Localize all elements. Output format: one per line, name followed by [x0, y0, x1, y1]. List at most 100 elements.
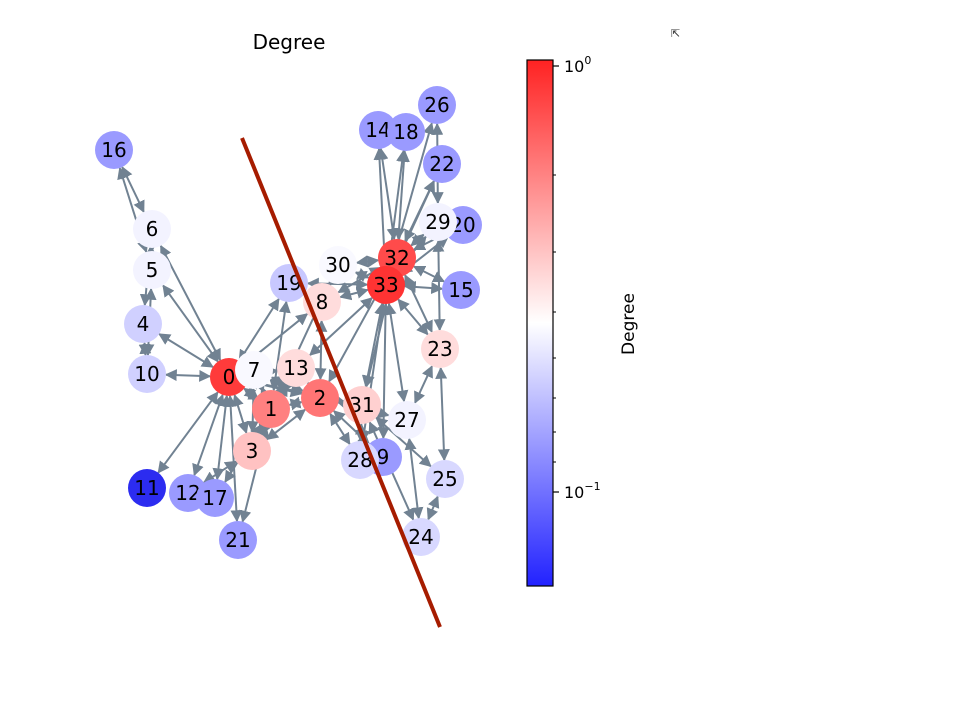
edge-23-33 [397, 298, 429, 336]
colorbar-gradient [526, 59, 554, 587]
node-11: 11 [128, 469, 166, 507]
node-15: 15 [442, 271, 480, 309]
node-label: 21 [225, 528, 250, 552]
node-circle [277, 349, 315, 387]
node-circle [423, 145, 461, 183]
edge-0-3 [232, 393, 249, 435]
node-label: 0 [223, 365, 236, 389]
node-label: 3 [246, 439, 259, 463]
colorbar: 100 10−1 Degree [526, 54, 639, 587]
colorbar-label: Degree [619, 293, 639, 355]
node-label: 22 [429, 152, 454, 176]
edge-23-25 [435, 366, 450, 462]
node-29: 29 [419, 203, 457, 241]
node-circle [367, 266, 405, 304]
node-circle [402, 518, 440, 556]
plot-title: Degree [253, 30, 326, 54]
node-label: 16 [101, 138, 126, 162]
node-label: 6 [146, 217, 159, 241]
node-circle [252, 390, 290, 428]
node-label: 1 [265, 397, 278, 421]
node-circle [426, 460, 464, 498]
node-18: 18 [387, 113, 425, 151]
node-4: 4 [124, 305, 162, 343]
node-16: 16 [95, 131, 133, 169]
edge-0-4 [158, 333, 214, 368]
node-21: 21 [219, 521, 257, 559]
node-label: 15 [448, 278, 473, 302]
edge-8-33 [339, 286, 369, 301]
node-26: 26 [418, 86, 456, 124]
node-27: 27 [388, 401, 426, 439]
node-circle [95, 131, 133, 169]
edge-0-6 [159, 244, 222, 362]
node-circle [233, 432, 271, 470]
node-circle [387, 113, 425, 151]
node-label: 4 [137, 312, 150, 336]
node-13: 13 [277, 349, 315, 387]
node-3: 3 [233, 432, 271, 470]
node-circle [196, 479, 234, 517]
node-circle [133, 251, 171, 289]
node-circle [219, 521, 257, 559]
node-circle [442, 271, 480, 309]
node-circle [133, 210, 171, 248]
node-circle [421, 330, 459, 368]
node-6: 6 [133, 210, 171, 248]
node-label: 29 [425, 210, 450, 234]
node-label: 13 [283, 356, 308, 380]
node-label: 32 [384, 246, 409, 270]
node-22: 22 [423, 145, 461, 183]
node-circle [419, 203, 457, 241]
node-7: 7 [235, 351, 273, 389]
node-23: 23 [421, 330, 459, 368]
node-circle [418, 86, 456, 124]
node-label: 14 [365, 118, 390, 142]
overlay-red-line [240, 137, 442, 628]
node-label: 25 [432, 467, 457, 491]
edge-0-10 [164, 369, 212, 382]
node-label: 11 [134, 476, 159, 500]
node-24: 24 [402, 518, 440, 556]
node-17: 17 [196, 479, 234, 517]
node-circle [235, 351, 273, 389]
node-25: 25 [426, 460, 464, 498]
node-label: 23 [427, 337, 452, 361]
node-label: 27 [394, 408, 419, 432]
edge-6-16 [121, 166, 145, 213]
node-circle [124, 305, 162, 343]
node-label: 33 [373, 273, 398, 297]
node-circle [388, 401, 426, 439]
edge-24-25 [426, 495, 440, 521]
colorbar-tick-label-low: 10−1 [564, 480, 601, 502]
expand-icon[interactable]: ⇱ [671, 27, 680, 40]
edge-1-2 [288, 396, 303, 411]
node-1: 1 [252, 390, 290, 428]
edge-23-29 [432, 239, 446, 332]
node-33: 33 [367, 266, 405, 304]
edge-1-7 [253, 379, 272, 400]
node-circle [359, 111, 397, 149]
colorbar-tick-label-top: 100 [564, 54, 591, 76]
edge-0-5 [162, 284, 219, 363]
node-circle [128, 355, 166, 393]
node-label: 26 [424, 93, 449, 117]
edge-4-10 [138, 341, 152, 357]
node-5: 5 [133, 251, 171, 289]
node-label: 18 [393, 120, 418, 144]
edge-27-33 [384, 302, 409, 403]
edge-23-27 [414, 365, 433, 404]
node-30: 30 [319, 246, 357, 284]
node-14: 14 [359, 111, 397, 149]
node-label: 8 [316, 290, 329, 314]
node-label: 7 [248, 358, 261, 382]
edge-2-28 [329, 412, 351, 446]
edge-30-32 [355, 255, 380, 268]
node-label: 10 [134, 362, 159, 386]
node-label: 30 [325, 253, 350, 277]
node-circle [319, 246, 357, 284]
node-circle [128, 469, 166, 507]
node-10: 10 [128, 355, 166, 393]
